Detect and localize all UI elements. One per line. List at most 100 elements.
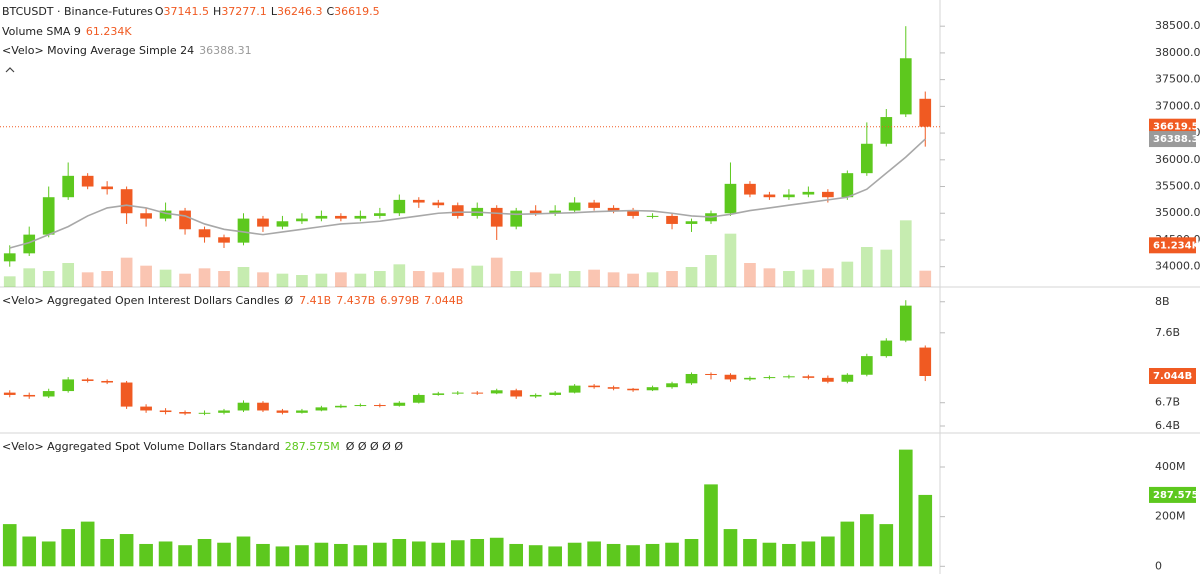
y-tick-label: 38000.0 xyxy=(1155,46,1200,59)
candle-body xyxy=(666,383,678,388)
candle-body xyxy=(490,207,503,227)
volume-bar xyxy=(197,538,212,567)
volume-bar xyxy=(529,272,542,287)
volume-bar xyxy=(898,449,913,567)
y-tick-label: 38500.0 xyxy=(1155,19,1200,32)
candle-body xyxy=(724,183,737,214)
volume-bar xyxy=(801,541,816,567)
ohlc-letter: O xyxy=(155,5,164,18)
candle-body xyxy=(763,194,776,198)
volume-bar xyxy=(198,268,211,287)
volume-bar xyxy=(119,534,134,567)
candle-body xyxy=(588,385,600,388)
candle-body xyxy=(627,388,639,391)
volume-bar xyxy=(140,265,152,287)
volume-bar xyxy=(705,255,717,287)
volume-bar xyxy=(490,257,503,287)
oi-last-label: 7.044B xyxy=(1153,371,1192,382)
volume-bar xyxy=(684,538,699,567)
volume-bar xyxy=(606,543,621,567)
candle-body xyxy=(607,387,620,389)
volume-bar xyxy=(354,273,367,287)
volume-bar xyxy=(763,268,776,287)
pane-value: 287.575M xyxy=(285,440,340,453)
volume-bar xyxy=(81,272,94,287)
volume-bar xyxy=(159,269,172,287)
candle-body xyxy=(451,392,464,394)
volume-bar xyxy=(646,272,659,287)
y-tick-label: 7.6B xyxy=(1155,326,1180,339)
candle-body xyxy=(374,213,386,216)
volume-bar xyxy=(315,273,328,287)
y-tick-label: 37000.0 xyxy=(1155,99,1200,112)
volume-bar xyxy=(450,540,465,567)
y-tick-label: 36000.0 xyxy=(1155,153,1200,166)
volume-bar xyxy=(179,273,191,287)
ohlc-value: 36619.5 xyxy=(334,5,380,18)
pane-symbol: Ø xyxy=(284,294,293,307)
candle-body xyxy=(3,392,16,395)
volume-bar xyxy=(275,546,290,567)
candle-body xyxy=(120,382,133,407)
candle-body xyxy=(627,210,639,216)
volume-bar xyxy=(393,264,406,287)
volume-bar xyxy=(841,261,854,287)
candle-body xyxy=(919,347,932,376)
volume-bar xyxy=(100,538,114,567)
candle-body xyxy=(315,215,328,219)
candle-body xyxy=(296,410,308,413)
volume-label: 61.234K xyxy=(1153,240,1200,251)
candle-body xyxy=(666,215,678,224)
pane-title: <Velo> Aggregated Spot Volume Dollars St… xyxy=(2,440,280,453)
volume-bar xyxy=(821,536,835,567)
candle-body xyxy=(510,210,523,227)
volume-bar xyxy=(627,273,639,287)
y-tick-label: 37500.0 xyxy=(1155,73,1200,86)
candle-body xyxy=(588,202,600,208)
candle-body xyxy=(744,183,756,195)
sma-price-label-bg xyxy=(1149,131,1196,148)
volume-bar xyxy=(762,542,777,567)
y-tick-label: 8B xyxy=(1155,295,1170,308)
volume-bar xyxy=(783,271,795,287)
volume-bar xyxy=(607,272,620,287)
volume-bar xyxy=(314,542,329,567)
candle-body xyxy=(841,173,854,198)
volume-bar xyxy=(432,272,445,287)
volume-bar xyxy=(744,263,756,287)
volume-bar xyxy=(373,542,387,567)
candle-body xyxy=(724,374,737,380)
volume-bar xyxy=(489,537,504,567)
candle-body xyxy=(841,374,854,382)
collapse-chevron[interactable] xyxy=(5,67,15,73)
candle-body xyxy=(23,394,36,397)
volume-bar xyxy=(802,269,815,287)
candle-body xyxy=(23,234,36,254)
candle-body xyxy=(763,377,776,379)
volume-bar xyxy=(548,546,562,567)
candle-body xyxy=(159,210,172,219)
candle-body xyxy=(140,406,152,411)
volume-bar xyxy=(392,538,407,567)
candle-body xyxy=(529,210,542,214)
volume-bar xyxy=(588,269,600,287)
candle-body xyxy=(880,340,893,357)
candle-body xyxy=(296,218,308,222)
volume-bar xyxy=(704,484,718,567)
volume-bar xyxy=(257,272,269,287)
volume-bar xyxy=(880,249,893,287)
volume-bar xyxy=(335,272,347,287)
last-price-label-bg xyxy=(1149,118,1196,135)
candle-body xyxy=(237,402,250,411)
volume-bar xyxy=(822,268,834,287)
candle-body xyxy=(646,387,659,391)
candle-body xyxy=(179,412,191,414)
candle-body xyxy=(549,210,561,214)
candle-body xyxy=(412,199,425,203)
candle-body xyxy=(62,175,75,198)
y-tick-label: 6.7B xyxy=(1155,396,1180,409)
volume-bar xyxy=(510,271,523,287)
candle-body xyxy=(783,376,795,378)
ohlc-value: 7.044B xyxy=(424,294,463,307)
candle-body xyxy=(42,197,55,235)
